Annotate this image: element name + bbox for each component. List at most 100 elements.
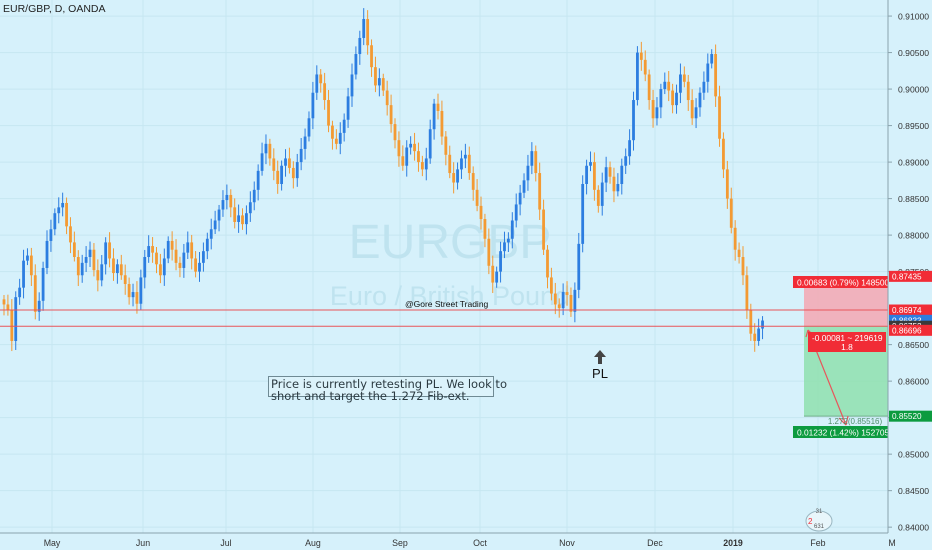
- candle-body: [440, 110, 444, 137]
- price-tick-label: 0.90000: [898, 85, 929, 95]
- candle-body: [499, 251, 502, 272]
- candle-body: [702, 81, 706, 93]
- candle-body: [354, 54, 358, 75]
- candle-body: [69, 226, 72, 243]
- price-tick-label: 0.91000: [898, 12, 929, 22]
- author-tag: @Gore Street Trading: [405, 299, 489, 309]
- candle-body: [389, 105, 393, 125]
- candle-body: [18, 287, 22, 298]
- candle-body: [323, 83, 327, 101]
- candle-body: [205, 238, 209, 252]
- candle-body: [534, 151, 538, 174]
- candle-body: [233, 207, 237, 222]
- pivot-arrow: [594, 350, 606, 364]
- candle-body: [467, 154, 471, 174]
- price-tag-bg: [889, 324, 932, 336]
- candle-body: [311, 92, 315, 119]
- candle-body: [463, 154, 467, 159]
- candle-body: [33, 275, 37, 312]
- price-tick-label: 0.90500: [898, 48, 929, 58]
- candle-body: [698, 92, 702, 108]
- candle-body: [159, 264, 162, 276]
- candle-body: [241, 215, 244, 225]
- candle-body: [460, 158, 463, 170]
- candle-body: [604, 167, 608, 183]
- candle-body: [170, 240, 174, 250]
- candle-body: [659, 89, 663, 108]
- candle-body: [366, 18, 370, 46]
- candle-body: [585, 165, 588, 184]
- badge-bottom-count: 631: [814, 524, 825, 530]
- candle-body: [526, 165, 530, 181]
- price-axis[interactable]: 0.91000 0.90500 0.90000 0.89500 0.89000 0.885…: [887, 0, 932, 550]
- candle-body: [315, 74, 319, 93]
- candle-body: [506, 238, 510, 243]
- candle-body: [61, 202, 65, 208]
- candle-body: [260, 153, 264, 171]
- candle-body: [405, 147, 409, 166]
- candle-body: [733, 227, 737, 250]
- candle-body: [663, 81, 667, 90]
- price-tick-label: 0.84500: [898, 486, 929, 496]
- candle-body: [350, 74, 354, 97]
- candle-body: [444, 136, 448, 155]
- candle-body: [338, 132, 342, 144]
- candle-body: [761, 320, 764, 329]
- candle-body: [291, 167, 295, 179]
- candle-body: [288, 158, 291, 168]
- candle-body: [10, 309, 14, 341]
- price-tick-label: 0.84000: [898, 523, 929, 533]
- candle-body: [96, 270, 100, 281]
- candle-body: [718, 96, 721, 139]
- candle-body: [49, 229, 53, 241]
- candle-body: [252, 189, 256, 203]
- candle-body: [479, 205, 483, 220]
- candle-body: [280, 165, 284, 184]
- candle-body: [550, 277, 553, 294]
- price-tag-bg: [889, 304, 932, 316]
- idea-badge: [805, 510, 833, 532]
- candle-body: [671, 90, 675, 106]
- candle-body: [581, 183, 585, 244]
- candle-body: [514, 204, 518, 221]
- time-tick-label: Feb: [810, 538, 825, 548]
- candle-body: [65, 202, 68, 227]
- candle-body: [620, 165, 624, 184]
- candle-body: [194, 258, 197, 272]
- price-tag-bg: [889, 314, 932, 326]
- candle-body: [303, 136, 307, 149]
- candle-body: [553, 293, 557, 305]
- time-tick-label: Sep: [392, 538, 408, 548]
- time-tick-label: Oct: [473, 538, 487, 548]
- time-tick-label: M: [888, 538, 895, 548]
- candle-body: [510, 220, 514, 239]
- position-ratio-label: 1.8: [841, 342, 853, 352]
- candle-body: [722, 138, 725, 170]
- candle-body: [88, 249, 92, 258]
- time-axis[interactable]: May Jun Jul Aug Sep Oct Nov Dec 2019 Feb M: [0, 532, 932, 550]
- candle-body: [334, 138, 338, 144]
- candle-body: [636, 52, 639, 101]
- candle-body: [377, 78, 381, 86]
- candle-body: [596, 189, 600, 206]
- candle-body: [593, 162, 596, 190]
- candle-body: [428, 129, 432, 159]
- watermark-name: Euro / British Pound: [330, 281, 570, 311]
- time-tick-label: 2019: [723, 538, 743, 548]
- candle-body: [589, 162, 592, 166]
- candle-body: [381, 78, 385, 91]
- candle-body: [186, 242, 190, 253]
- time-axis-bg: [0, 533, 932, 550]
- time-tick-label: Jun: [136, 538, 150, 548]
- candle-body: [628, 140, 631, 157]
- candle-body: [612, 176, 616, 192]
- candle-body: [127, 284, 131, 298]
- candle-body: [608, 167, 612, 177]
- candle-body: [503, 242, 506, 252]
- candle-body: [565, 292, 569, 295]
- candle-body: [198, 262, 201, 272]
- candle-body: [424, 158, 428, 170]
- candle-body: [616, 183, 620, 192]
- candle-body: [256, 170, 260, 190]
